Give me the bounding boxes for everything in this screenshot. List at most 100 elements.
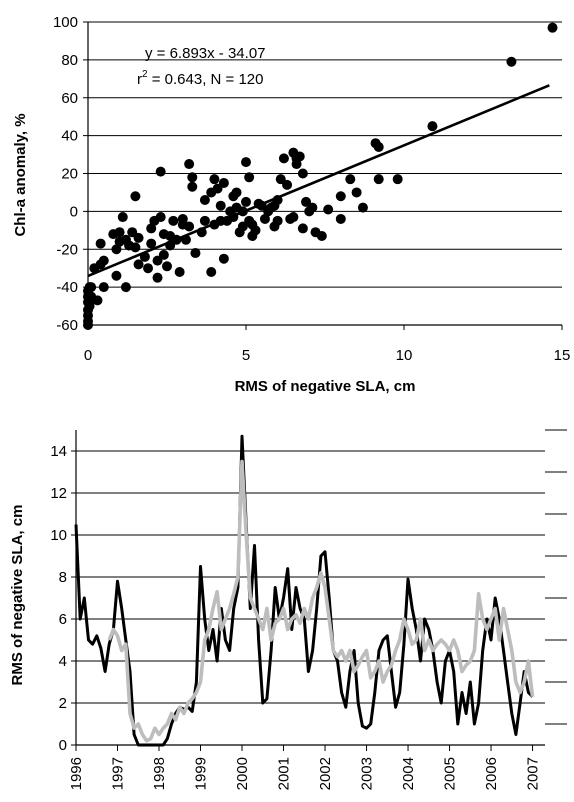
data-point (547, 22, 558, 33)
data-point (244, 172, 255, 183)
data-point (351, 187, 362, 198)
data-point (168, 215, 179, 226)
data-point (206, 266, 217, 277)
data-point (84, 301, 95, 312)
data-point (155, 212, 166, 223)
x-axis-label: RMS of negative SLA, cm (235, 378, 416, 395)
x-tick-label: 0 (84, 347, 92, 364)
y-tick-label: 100 (53, 14, 78, 31)
y-tick-label: 0 (70, 203, 78, 220)
data-point (297, 168, 308, 179)
data-point (98, 282, 109, 293)
data-point (357, 202, 368, 213)
x-tick-label: 1996 (68, 757, 85, 790)
data-point (174, 266, 185, 277)
x-tick-label: 2004 (400, 757, 417, 790)
data-point (199, 195, 210, 206)
data-point (427, 121, 438, 132)
data-point (130, 242, 141, 253)
data-point (307, 202, 318, 213)
data-point (237, 206, 248, 217)
data-point (241, 157, 251, 168)
data-point (199, 215, 210, 226)
data-point (146, 238, 157, 249)
y-tick-label: 60 (61, 90, 78, 107)
y-axis-label: Chl-a anomaly, % (12, 113, 29, 236)
r-label: r (137, 71, 142, 88)
x-tick-label: 2003 (359, 757, 376, 790)
data-point (117, 212, 128, 223)
y-tick-label: -20 (56, 241, 78, 258)
data-point (209, 174, 220, 185)
data-point (335, 191, 346, 202)
x-tick-label: 1999 (193, 757, 210, 790)
x-tick-label: 2005 (442, 757, 459, 790)
x-tick-label: 5 (242, 347, 250, 364)
data-point (316, 230, 327, 241)
y-tick-label: 6 (59, 611, 67, 628)
data-point (177, 213, 188, 224)
data-point (228, 212, 239, 223)
series-line-grey (107, 459, 535, 743)
data-point (171, 234, 182, 245)
data-point (139, 251, 150, 262)
data-point (231, 187, 242, 198)
series-line-black (74, 434, 534, 747)
data-point (98, 255, 109, 266)
data-point (114, 227, 125, 238)
regression-line (87, 84, 550, 278)
x-tick-label: 1997 (110, 757, 127, 790)
data-point (130, 191, 141, 202)
data-point (92, 295, 103, 306)
y-tick-label: 40 (61, 128, 78, 145)
timeseries-chart: 0 2 4 6 8 10 12 14 1996 1997 1998 1999 2000 2001 2002 2… (9, 429, 567, 790)
scatter-chart: -60 -40 -20 0 20 40 60 80 100 0 5 10 15 RMS of negati… (12, 14, 570, 395)
r2-superscript: 2 (142, 69, 148, 80)
data-point (143, 263, 154, 274)
data-point (323, 204, 334, 215)
data-point (506, 56, 517, 67)
data-point (187, 181, 198, 192)
data-point (291, 159, 302, 170)
y-axis-label: RMS of negative SLA, cm (9, 505, 26, 686)
data-point (373, 141, 384, 152)
y-tick-label: -60 (56, 317, 78, 334)
x-tick-label: 2002 (317, 757, 334, 790)
data-point (152, 272, 163, 283)
y-tick-label: 0 (59, 737, 67, 754)
data-point (259, 213, 270, 224)
y-tick-label: 80 (61, 52, 78, 69)
data-point (86, 282, 97, 293)
data-point (392, 174, 403, 185)
x-tick-label: 2007 (525, 757, 542, 790)
x-tick-label: 1998 (151, 757, 168, 790)
data-point (111, 244, 122, 255)
data-point (180, 234, 191, 245)
data-point (373, 174, 384, 185)
data-point (190, 248, 201, 259)
data-point (218, 253, 229, 264)
data-point (95, 238, 106, 249)
y-tick-label: 14 (50, 443, 67, 460)
fit-equation: y = 6.893x - 34.07 (145, 45, 266, 62)
y-tick-label: 12 (50, 485, 67, 502)
data-point (218, 177, 229, 188)
data-point (196, 227, 207, 238)
data-point (272, 215, 283, 226)
data-point (158, 249, 169, 260)
y-tick-label: 2 (59, 695, 67, 712)
data-point (111, 270, 122, 281)
x-tick-label: 15 (554, 347, 571, 364)
data-point (133, 259, 144, 270)
y-tick-label: 4 (59, 653, 67, 670)
y-tick-label: 8 (59, 569, 67, 586)
data-point (345, 174, 356, 185)
data-point (184, 159, 195, 170)
x-tick-label: 2000 (234, 757, 251, 790)
data-point (120, 282, 131, 293)
data-point (155, 166, 166, 177)
data-point (335, 213, 346, 224)
data-point (146, 223, 157, 234)
data-point (278, 153, 289, 164)
x-tick-label: 2001 (276, 757, 293, 790)
